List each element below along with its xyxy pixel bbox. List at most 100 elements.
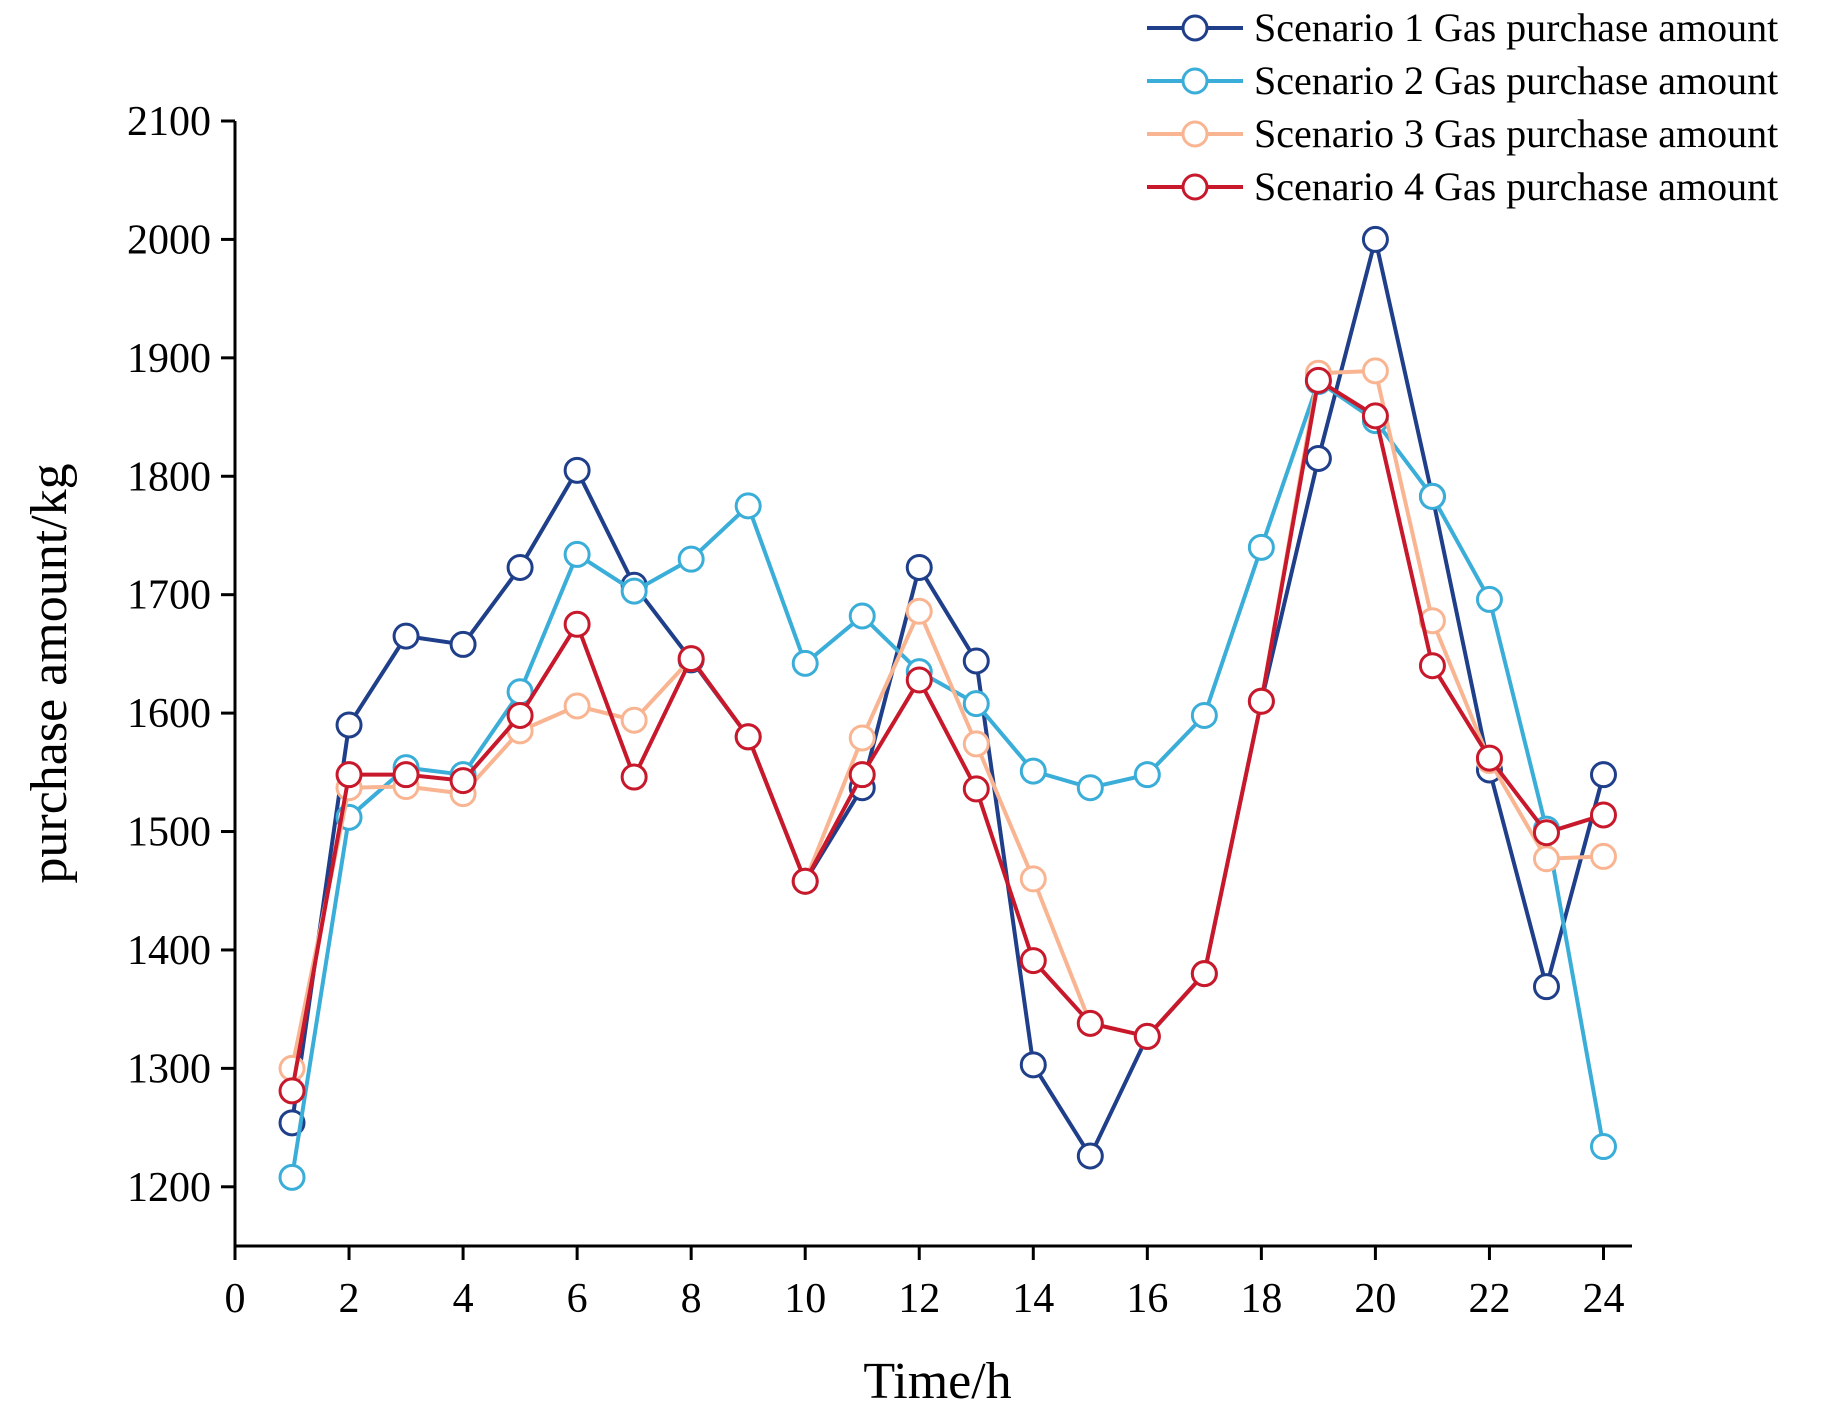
- series-3-point: [1532, 845, 1560, 873]
- y-tick-label: 1200: [127, 1165, 211, 1211]
- series-1-point: [1019, 1051, 1047, 1079]
- x-tick-label: 6: [567, 1276, 588, 1322]
- x-tick-label: 24: [1582, 1276, 1624, 1322]
- series-2-point: [1475, 585, 1503, 613]
- series-1-point: [449, 630, 477, 658]
- y-axis-ticks: 1200 1300 1400 1500 1600 1700 1800 1900 2000 2100: [127, 99, 235, 1211]
- series-1-point: [1076, 1142, 1104, 1170]
- series-2-point: [1019, 757, 1047, 785]
- series-3: [278, 357, 1617, 1082]
- x-tick-label: 8: [681, 1276, 702, 1322]
- series-1: [278, 225, 1617, 1170]
- series-2-point: [563, 540, 591, 568]
- series-1-point: [506, 553, 534, 581]
- series-4-point: [449, 767, 477, 795]
- series-3-point: [1361, 357, 1389, 385]
- series-layer: [278, 225, 1617, 1191]
- series-2-point: [1190, 701, 1218, 729]
- y-tick-label: 1900: [127, 336, 211, 382]
- series-1-point: [563, 456, 591, 484]
- series-4: [278, 366, 1617, 1105]
- legend-swatch-marker: [1181, 120, 1209, 148]
- x-tick-label: 14: [1012, 1276, 1054, 1322]
- x-tick-label: 4: [453, 1276, 474, 1322]
- series-4-point: [278, 1077, 306, 1105]
- series-4-point: [734, 723, 762, 751]
- y-tick-label: 1600: [127, 691, 211, 737]
- x-axis-ticks: 0 2 4 6 8 10 12 14 16 18 20 22 24: [225, 1246, 1624, 1322]
- y-tick-label: 2000: [127, 217, 211, 263]
- series-1-line: [290, 237, 1606, 1158]
- series-2-point: [1247, 533, 1275, 561]
- y-tick-label: 1500: [127, 810, 211, 856]
- series-2-point: [1133, 761, 1161, 789]
- series-1-point: [1304, 445, 1332, 472]
- legend-item: Scenario 1 Gas purchase amount: [1147, 5, 1778, 50]
- legend-label: Scenario 3 Gas purchase amount: [1254, 111, 1778, 156]
- series-4-point: [392, 761, 420, 789]
- series-2-point: [278, 1163, 306, 1191]
- series-4-point: [1133, 1022, 1161, 1050]
- series-3-line: [290, 368, 1604, 1069]
- series-4-point: [1589, 801, 1617, 829]
- series-4-point: [677, 645, 705, 673]
- series-2-point: [620, 577, 648, 605]
- series-3-point: [962, 730, 990, 758]
- x-tick-label: 12: [898, 1276, 940, 1322]
- legend-item: Scenario 3 Gas purchase amount: [1147, 111, 1778, 156]
- x-tick-label: 20: [1354, 1276, 1396, 1322]
- x-tick-label: 2: [339, 1276, 360, 1322]
- series-4-point: [1190, 960, 1218, 988]
- series-2-point: [1418, 482, 1446, 510]
- series-3-point: [1019, 865, 1047, 893]
- series-2: [278, 368, 1617, 1191]
- series-2-line: [290, 379, 1606, 1178]
- y-tick-label: 1700: [127, 573, 211, 619]
- legend: Scenario 1 Gas purchase amount Scenario 2…: [1147, 5, 1778, 209]
- series-4-point: [1247, 687, 1275, 715]
- legend-swatch-marker: [1181, 67, 1209, 95]
- series-1-point: [1361, 225, 1389, 253]
- x-tick-label: 18: [1240, 1276, 1282, 1322]
- series-4-point: [848, 761, 876, 789]
- series-2-point: [677, 545, 705, 573]
- y-tick-label: 1300: [127, 1046, 211, 1092]
- series-3-point: [620, 706, 648, 734]
- x-tick-label: 16: [1126, 1276, 1168, 1322]
- x-tick-label: 0: [225, 1276, 246, 1322]
- series-2-point: [1076, 774, 1104, 802]
- series-1-point: [905, 553, 933, 581]
- y-tick-label: 2100: [127, 99, 211, 145]
- series-1-point: [1589, 761, 1617, 789]
- series-4-point: [1475, 744, 1503, 772]
- series-4-point: [791, 867, 819, 895]
- x-tick-label: 10: [784, 1276, 826, 1322]
- series-2-point: [962, 690, 990, 718]
- series-1-point: [392, 622, 420, 650]
- series-4-point: [506, 701, 534, 729]
- series-1-point: [962, 647, 990, 675]
- series-4-point: [563, 610, 591, 638]
- series-2-point: [791, 649, 819, 677]
- y-tick-label: 1800: [127, 454, 211, 500]
- series-4-point: [1532, 819, 1560, 847]
- series-4-point: [962, 775, 990, 803]
- series-4-point: [1076, 1009, 1104, 1037]
- series-2-point: [734, 492, 762, 520]
- y-tick-label: 1400: [127, 928, 211, 974]
- series-1-point: [335, 711, 363, 739]
- series-4-point: [1304, 366, 1332, 394]
- series-2-point: [848, 602, 876, 630]
- legend-swatch-marker: [1181, 173, 1209, 201]
- series-1-point: [1532, 973, 1560, 1001]
- y-axis-title: purchase amount/kg: [21, 463, 78, 883]
- legend-item: Scenario 2 Gas purchase amount: [1147, 58, 1778, 103]
- series-4-line: [290, 378, 1605, 1092]
- x-axis-title: Time/h: [863, 1353, 1011, 1410]
- legend-label: Scenario 1 Gas purchase amount: [1254, 5, 1778, 50]
- legend-item: Scenario 4 Gas purchase amount: [1147, 164, 1778, 209]
- x-tick-label: 22: [1468, 1276, 1510, 1322]
- series-4-point: [1361, 402, 1389, 430]
- series-2-point: [1589, 1133, 1617, 1161]
